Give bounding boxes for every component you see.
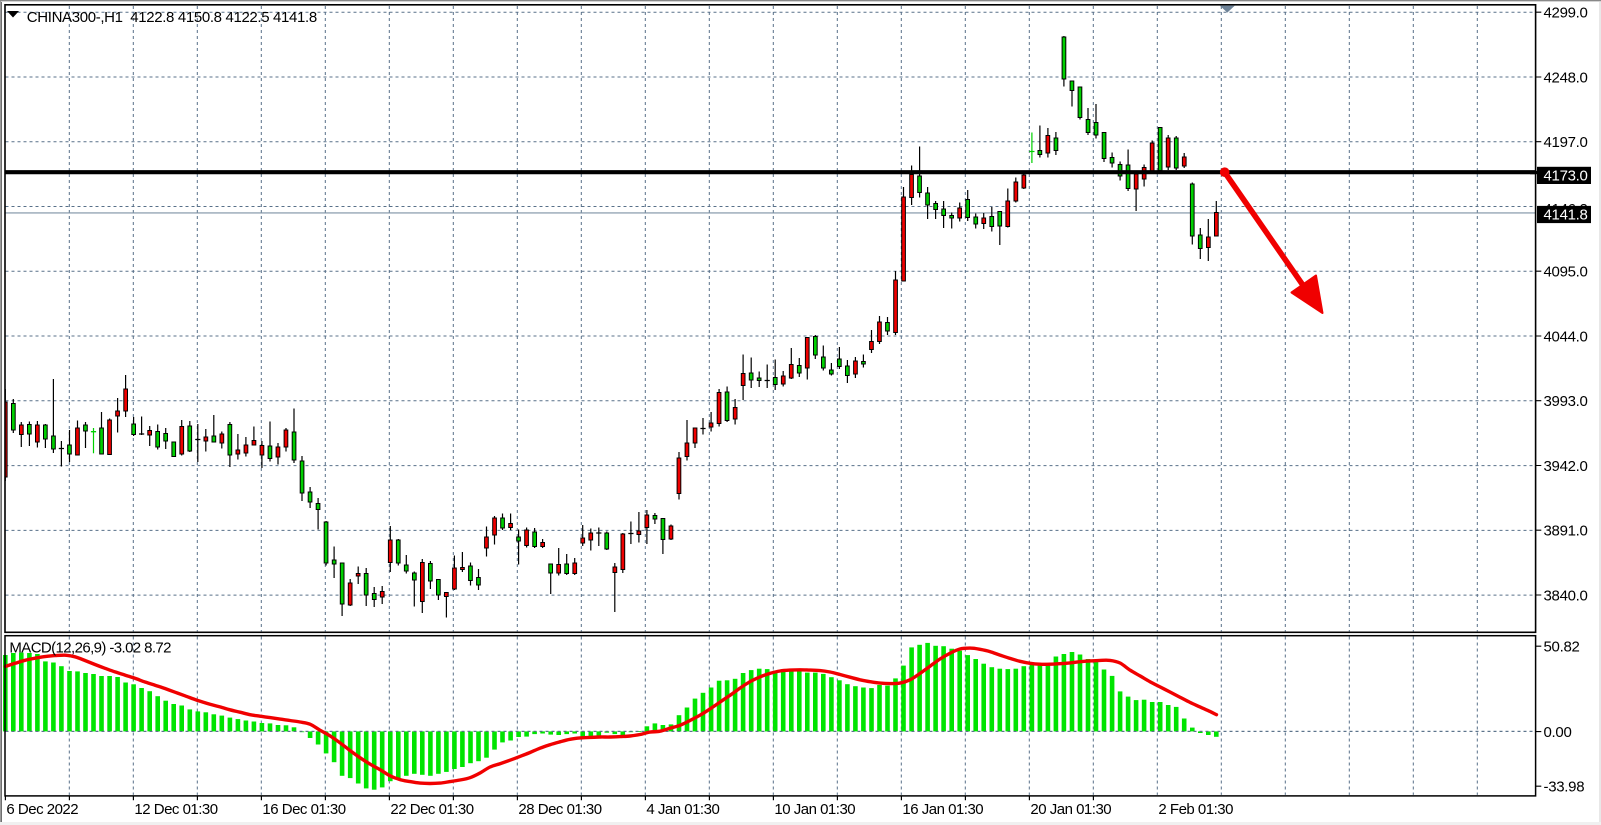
svg-text:4173.0: 4173.0 bbox=[1544, 168, 1588, 185]
svg-text:3840.0: 3840.0 bbox=[1544, 587, 1588, 604]
svg-text:4141.8: 4141.8 bbox=[1544, 207, 1588, 224]
svg-text:16 Jan 01:30: 16 Jan 01:30 bbox=[902, 801, 983, 818]
svg-text:4299.0: 4299.0 bbox=[1544, 5, 1588, 22]
svg-text:4197.0: 4197.0 bbox=[1544, 134, 1588, 151]
svg-text:2 Feb 01:30: 2 Feb 01:30 bbox=[1158, 801, 1233, 818]
svg-text:20 Jan 01:30: 20 Jan 01:30 bbox=[1030, 801, 1111, 818]
svg-text:22 Dec 01:30: 22 Dec 01:30 bbox=[390, 801, 473, 818]
svg-text:16 Dec 01:30: 16 Dec 01:30 bbox=[262, 801, 345, 818]
svg-text:50.82: 50.82 bbox=[1544, 639, 1580, 656]
svg-text:10 Jan 01:30: 10 Jan 01:30 bbox=[774, 801, 855, 818]
svg-text:4095.0: 4095.0 bbox=[1544, 264, 1588, 281]
svg-text:MACD(12,26,9) -3.02 8.72: MACD(12,26,9) -3.02 8.72 bbox=[9, 640, 171, 657]
svg-text:4 Jan 01:30: 4 Jan 01:30 bbox=[646, 801, 719, 818]
svg-text:-33.98: -33.98 bbox=[1544, 779, 1585, 796]
svg-text:0.00: 0.00 bbox=[1544, 724, 1572, 741]
svg-text:4044.0: 4044.0 bbox=[1544, 328, 1588, 345]
svg-text:3891.0: 3891.0 bbox=[1544, 523, 1588, 540]
svg-text:CHINA300-,H1 4122.8 4150.8 41: CHINA300-,H1 4122.8 4150.8 4122.5 4141.8 bbox=[27, 9, 317, 26]
svg-text:4248.0: 4248.0 bbox=[1544, 69, 1588, 86]
svg-text:28 Dec 01:30: 28 Dec 01:30 bbox=[518, 801, 601, 818]
svg-text:12 Dec 01:30: 12 Dec 01:30 bbox=[134, 801, 217, 818]
svg-text:6 Dec 2022: 6 Dec 2022 bbox=[6, 801, 78, 818]
svg-text:3942.0: 3942.0 bbox=[1544, 458, 1588, 475]
svg-text:3993.0: 3993.0 bbox=[1544, 393, 1588, 410]
